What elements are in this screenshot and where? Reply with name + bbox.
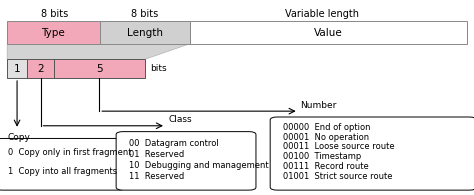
Text: Copy: Copy xyxy=(7,133,30,142)
Text: 00011  Loose source route: 00011 Loose source route xyxy=(283,142,394,151)
FancyBboxPatch shape xyxy=(116,132,256,190)
Text: 1  Copy into all fragments: 1 Copy into all fragments xyxy=(8,167,117,176)
Text: 0  Copy only in first fragment: 0 Copy only in first fragment xyxy=(8,148,132,157)
Text: 00001  No operation: 00001 No operation xyxy=(283,133,369,142)
FancyBboxPatch shape xyxy=(0,138,126,190)
Bar xyxy=(27,59,54,78)
Text: Variable length: Variable length xyxy=(285,9,359,19)
Text: 00  Datagram control: 00 Datagram control xyxy=(129,139,219,148)
Text: Value: Value xyxy=(314,28,343,38)
Text: 11  Reserved: 11 Reserved xyxy=(129,172,184,181)
Text: 8 bits: 8 bits xyxy=(41,9,68,19)
Bar xyxy=(190,21,467,44)
Text: Number: Number xyxy=(300,101,337,110)
Bar xyxy=(100,21,190,44)
Text: Class: Class xyxy=(168,115,192,124)
Text: 00111  Record route: 00111 Record route xyxy=(283,162,369,171)
Bar xyxy=(7,21,100,44)
Bar xyxy=(7,59,27,78)
Text: 2: 2 xyxy=(37,64,44,74)
Text: Type: Type xyxy=(41,28,65,38)
Text: Length: Length xyxy=(127,28,163,38)
Text: 1: 1 xyxy=(14,64,20,74)
Text: 01001  Strict source route: 01001 Strict source route xyxy=(283,172,392,181)
Text: 00000  End of option: 00000 End of option xyxy=(283,123,371,132)
Bar xyxy=(54,59,145,78)
Text: 01  Reserved: 01 Reserved xyxy=(129,150,184,159)
Text: 8 bits: 8 bits xyxy=(131,9,158,19)
Text: bits: bits xyxy=(150,64,167,73)
FancyBboxPatch shape xyxy=(270,117,474,190)
Text: 00100  Timestamp: 00100 Timestamp xyxy=(283,152,361,161)
Text: 5: 5 xyxy=(96,64,102,74)
Polygon shape xyxy=(7,44,190,59)
Text: 10  Debugging and management: 10 Debugging and management xyxy=(129,161,269,170)
